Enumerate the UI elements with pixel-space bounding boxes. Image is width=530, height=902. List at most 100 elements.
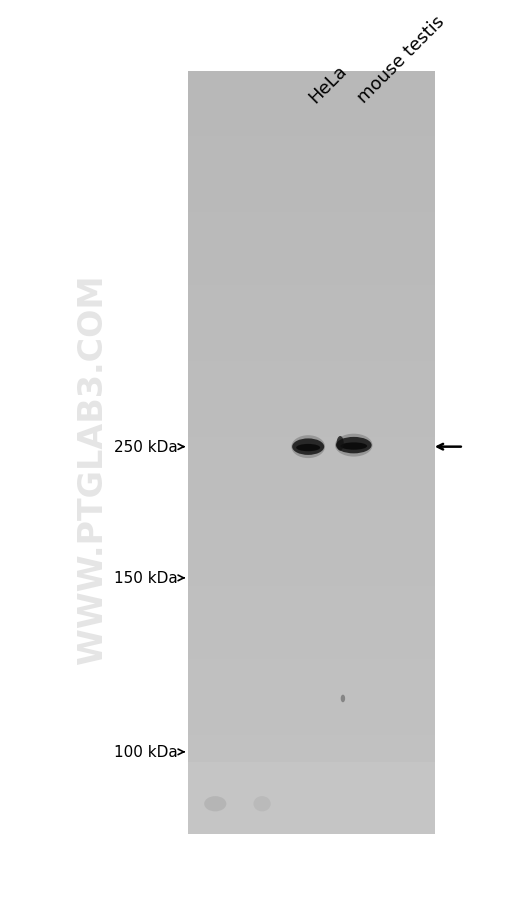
Bar — [188, 667, 435, 670]
Bar — [188, 408, 435, 411]
Bar — [188, 122, 435, 125]
Bar — [188, 228, 435, 232]
Bar — [188, 190, 435, 194]
Ellipse shape — [337, 437, 344, 451]
Bar — [188, 743, 435, 747]
Bar — [188, 106, 435, 110]
Ellipse shape — [340, 443, 367, 450]
Bar — [188, 804, 435, 807]
Ellipse shape — [296, 445, 320, 452]
Bar — [188, 689, 435, 694]
Bar — [188, 831, 435, 834]
Bar — [188, 591, 435, 594]
Bar — [188, 644, 435, 648]
Bar — [188, 514, 435, 518]
Bar — [188, 606, 435, 610]
Bar — [188, 778, 435, 781]
Bar — [188, 529, 435, 533]
Bar — [188, 735, 435, 739]
Bar — [188, 511, 435, 514]
Bar — [188, 221, 435, 225]
Bar — [188, 697, 435, 701]
Bar — [188, 252, 435, 255]
Bar — [188, 716, 435, 720]
Bar — [188, 492, 435, 495]
Text: WWW.PTGLAB3.COM: WWW.PTGLAB3.COM — [76, 274, 109, 664]
Bar — [188, 476, 435, 480]
Bar — [188, 560, 435, 564]
Bar — [188, 473, 435, 476]
Bar — [188, 346, 435, 350]
Bar — [188, 507, 435, 511]
Bar — [188, 343, 435, 346]
Bar — [188, 709, 435, 713]
Bar — [188, 79, 435, 84]
Bar — [188, 807, 435, 812]
Bar — [188, 179, 435, 183]
Bar — [188, 290, 435, 293]
Bar — [188, 762, 435, 766]
Bar — [188, 541, 435, 545]
Bar — [188, 636, 435, 640]
Bar — [188, 678, 435, 682]
Bar — [188, 686, 435, 689]
Bar — [188, 266, 435, 271]
Bar — [188, 384, 435, 389]
Bar — [188, 144, 435, 148]
Bar — [188, 713, 435, 716]
Bar — [188, 423, 435, 427]
Bar — [188, 567, 435, 571]
Bar — [188, 762, 435, 834]
Text: mouse testis: mouse testis — [354, 13, 448, 106]
Bar — [188, 819, 435, 823]
Bar — [188, 502, 435, 507]
Bar — [188, 209, 435, 213]
Text: 150 kDa: 150 kDa — [114, 571, 178, 585]
Bar — [188, 312, 435, 316]
Bar — [188, 129, 435, 133]
Bar — [188, 526, 435, 529]
Bar — [188, 141, 435, 144]
Text: 100 kDa: 100 kDa — [114, 744, 178, 759]
Bar — [188, 148, 435, 152]
Bar — [188, 427, 435, 430]
Bar — [188, 625, 435, 629]
Bar — [188, 354, 435, 358]
Bar — [188, 434, 435, 438]
Bar — [188, 537, 435, 541]
Ellipse shape — [341, 695, 345, 703]
Bar — [188, 286, 435, 290]
Bar — [188, 648, 435, 651]
Bar — [188, 488, 435, 492]
Bar — [188, 533, 435, 537]
Bar — [188, 389, 435, 392]
Bar — [188, 617, 435, 621]
Bar — [188, 163, 435, 168]
Bar — [188, 788, 435, 793]
Bar — [188, 522, 435, 526]
Bar — [188, 99, 435, 103]
Bar — [188, 701, 435, 704]
Bar — [188, 308, 435, 312]
Bar — [188, 217, 435, 221]
Bar — [188, 732, 435, 735]
Bar — [188, 827, 435, 831]
Bar — [188, 739, 435, 743]
Bar — [188, 812, 435, 815]
Bar — [188, 202, 435, 206]
Bar — [188, 815, 435, 819]
Bar — [188, 640, 435, 644]
Bar — [188, 659, 435, 663]
Bar — [188, 370, 435, 373]
Bar — [188, 586, 435, 591]
Bar — [188, 769, 435, 773]
Bar — [188, 461, 435, 465]
Bar — [188, 552, 435, 557]
Bar — [188, 91, 435, 95]
Bar — [188, 156, 435, 160]
Text: HeLa: HeLa — [305, 61, 350, 106]
Bar — [188, 160, 435, 163]
Bar — [188, 800, 435, 804]
Bar — [188, 750, 435, 754]
Bar — [188, 499, 435, 502]
